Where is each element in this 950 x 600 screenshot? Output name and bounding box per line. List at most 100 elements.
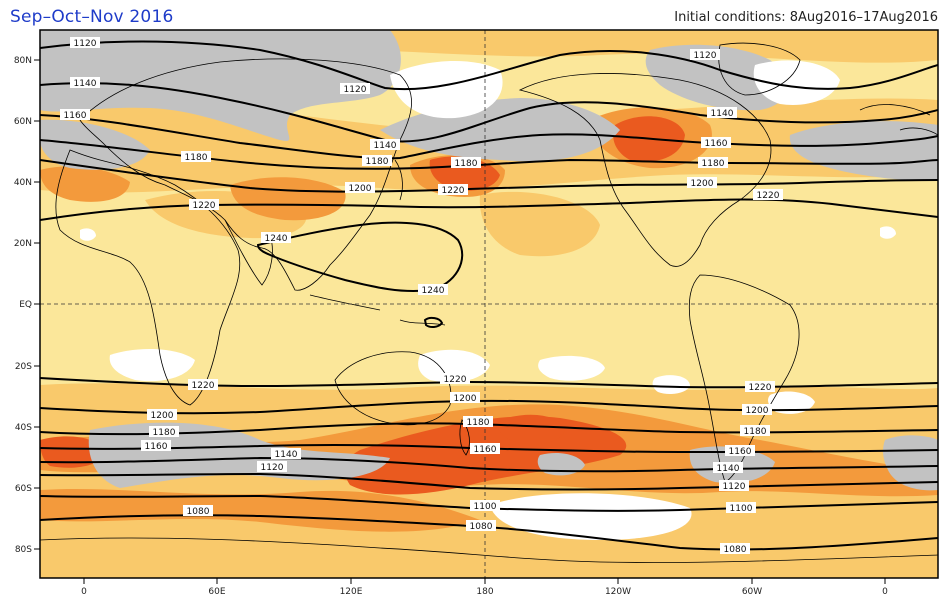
chart-title: Sep–Oct–Nov 2016 <box>10 7 174 27</box>
contour-label: 1080 <box>724 545 747 555</box>
contour-label: 1140 <box>374 141 397 151</box>
contour-label: 1160 <box>64 111 87 121</box>
coast-india <box>224 219 273 286</box>
latitude-axis: 80N 60N 40N 20N EQ 20S 40S 60S 80S <box>14 56 40 555</box>
contour-label: 1120 <box>74 39 97 49</box>
contour-label: 1160 <box>705 139 728 149</box>
white-region-small-west <box>80 228 96 241</box>
contour-label: 1160 <box>729 447 752 457</box>
contour-label: 1140 <box>275 450 298 460</box>
lon-tick-label: 60W <box>742 587 762 597</box>
contour-label: 1220 <box>193 201 216 211</box>
contour-label: 1140 <box>74 79 97 89</box>
contour-1120-south <box>40 472 938 491</box>
contour-1240-small <box>423 316 444 329</box>
initial-conditions-label: Initial conditions: 8Aug2016–17Aug2016 <box>674 10 938 25</box>
white-region-south-pacific <box>490 493 692 540</box>
longitude-axis: 0 60E 120E 180 120W 60W 0 <box>81 578 888 597</box>
contour-label: 1140 <box>717 464 740 474</box>
contour-label: 1080 <box>187 507 210 517</box>
white-region-south-indian <box>109 348 195 382</box>
white-region-south-atl <box>768 391 815 414</box>
contour-label: 1220 <box>442 186 465 196</box>
coast-greenland <box>718 42 801 96</box>
contour-label: 1220 <box>444 375 467 385</box>
shade-patch-pacific <box>479 191 600 257</box>
lon-tick-label: 60E <box>208 587 225 597</box>
shade-orange-west <box>40 166 130 202</box>
lat-tick-label: 80S <box>15 545 32 555</box>
lon-tick-label: 120E <box>340 587 363 597</box>
lon-tick-label: 0 <box>882 587 888 597</box>
contour-label: 1180 <box>744 427 767 437</box>
lat-tick-label: 20N <box>14 239 32 249</box>
contour-label: 1220 <box>749 383 772 393</box>
contour-1220-north <box>40 198 938 221</box>
coast-australia <box>334 351 452 426</box>
lat-tick-label: 80N <box>14 56 32 66</box>
contour-label: 1200 <box>349 184 372 194</box>
contour-1140-north <box>40 82 938 143</box>
contour-label: 1200 <box>151 411 174 421</box>
contour-label: 1180 <box>366 157 389 167</box>
white-region-canada <box>753 60 840 105</box>
grid-lines <box>40 30 938 578</box>
lon-tick-label: 0 <box>81 587 87 597</box>
contour-1160-north <box>40 114 938 160</box>
coast-north-america <box>518 73 772 267</box>
grey-region-south-a <box>88 422 390 488</box>
grey-region-north-america <box>645 44 789 111</box>
contour-1200-north <box>40 159 938 193</box>
contour-label: 1200 <box>454 394 477 404</box>
contour-label: 1120 <box>344 85 367 95</box>
contour-label: 1200 <box>691 179 714 189</box>
white-region-south-pac-c <box>652 375 690 394</box>
contour-label: 1160 <box>145 442 168 452</box>
shade-dark-orange-southwest <box>40 436 105 468</box>
contour-1120-north <box>40 40 938 91</box>
coast-japan <box>394 159 403 201</box>
contour-label: 1180 <box>467 418 490 428</box>
contour-label: 1120 <box>261 463 284 473</box>
contour-label: 1240 <box>422 286 445 296</box>
contour-label: 1160 <box>474 445 497 455</box>
contour-1140-south <box>40 456 938 473</box>
contour-label: 1120 <box>723 482 746 492</box>
lat-tick-label: EQ <box>19 300 32 310</box>
contour-label: 1120 <box>694 51 717 61</box>
coast-antarctica <box>40 537 938 563</box>
coast-new-zealand <box>459 419 470 456</box>
contour-label: 1200 <box>746 406 769 416</box>
lat-tick-label: 60S <box>15 484 32 494</box>
shade-dark-orange-south-b <box>498 414 565 445</box>
lat-tick-label: 60N <box>14 117 32 127</box>
lon-tick-label: 120W <box>605 587 631 597</box>
grey-region-atlantic <box>40 30 401 141</box>
white-region-south-pac-b <box>538 355 605 381</box>
contour-label: 1080 <box>470 522 493 532</box>
lat-tick-label: 40N <box>14 178 32 188</box>
contour-label: 1240 <box>265 234 288 244</box>
contour-label: 1180 <box>702 159 725 169</box>
lat-tick-label: 20S <box>15 362 32 372</box>
contour-label: 1220 <box>757 191 780 201</box>
white-region-small-east <box>880 226 896 239</box>
lon-tick-label: 180 <box>476 587 493 597</box>
contour-label: 1180 <box>153 428 176 438</box>
contour-label: 1140 <box>711 109 734 119</box>
contour-label: 1100 <box>474 502 497 512</box>
contour-label: 1180 <box>455 159 478 169</box>
contour-label: 1220 <box>192 381 215 391</box>
contour-label: 1100 <box>730 504 753 514</box>
white-region-north-pacific <box>390 60 503 119</box>
grey-region-east <box>789 121 938 181</box>
grey-region-south-c <box>883 435 938 491</box>
contour-label: 1180 <box>185 153 208 163</box>
grey-region-south-d <box>537 453 585 476</box>
white-region-south-mid <box>418 349 490 383</box>
contour-labels: 1120 1120 1120 1140 1140 1140 1160 1160 … <box>60 37 783 555</box>
contour-1180-north <box>40 139 938 170</box>
lat-tick-label: 40S <box>15 423 32 433</box>
coast-europe-west <box>859 104 938 136</box>
